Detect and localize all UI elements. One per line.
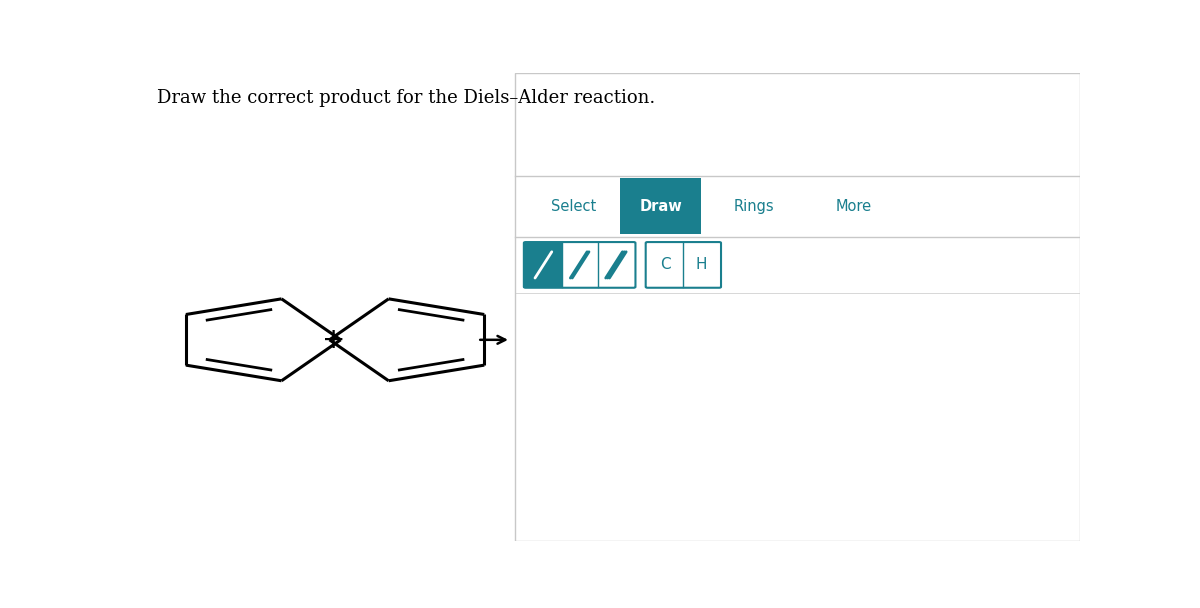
FancyBboxPatch shape: [515, 73, 1080, 541]
Text: Select: Select: [551, 199, 595, 214]
FancyBboxPatch shape: [524, 242, 636, 288]
Text: Rings: Rings: [733, 199, 774, 214]
FancyBboxPatch shape: [646, 242, 721, 288]
Text: H: H: [696, 257, 707, 272]
FancyBboxPatch shape: [524, 242, 563, 288]
Text: +: +: [323, 326, 346, 354]
Text: Draw: Draw: [640, 199, 682, 214]
Text: Draw the correct product for the Diels–Alder reaction.: Draw the correct product for the Diels–A…: [157, 89, 655, 108]
Text: More: More: [836, 199, 872, 214]
FancyBboxPatch shape: [619, 178, 702, 234]
Text: C: C: [660, 257, 671, 272]
